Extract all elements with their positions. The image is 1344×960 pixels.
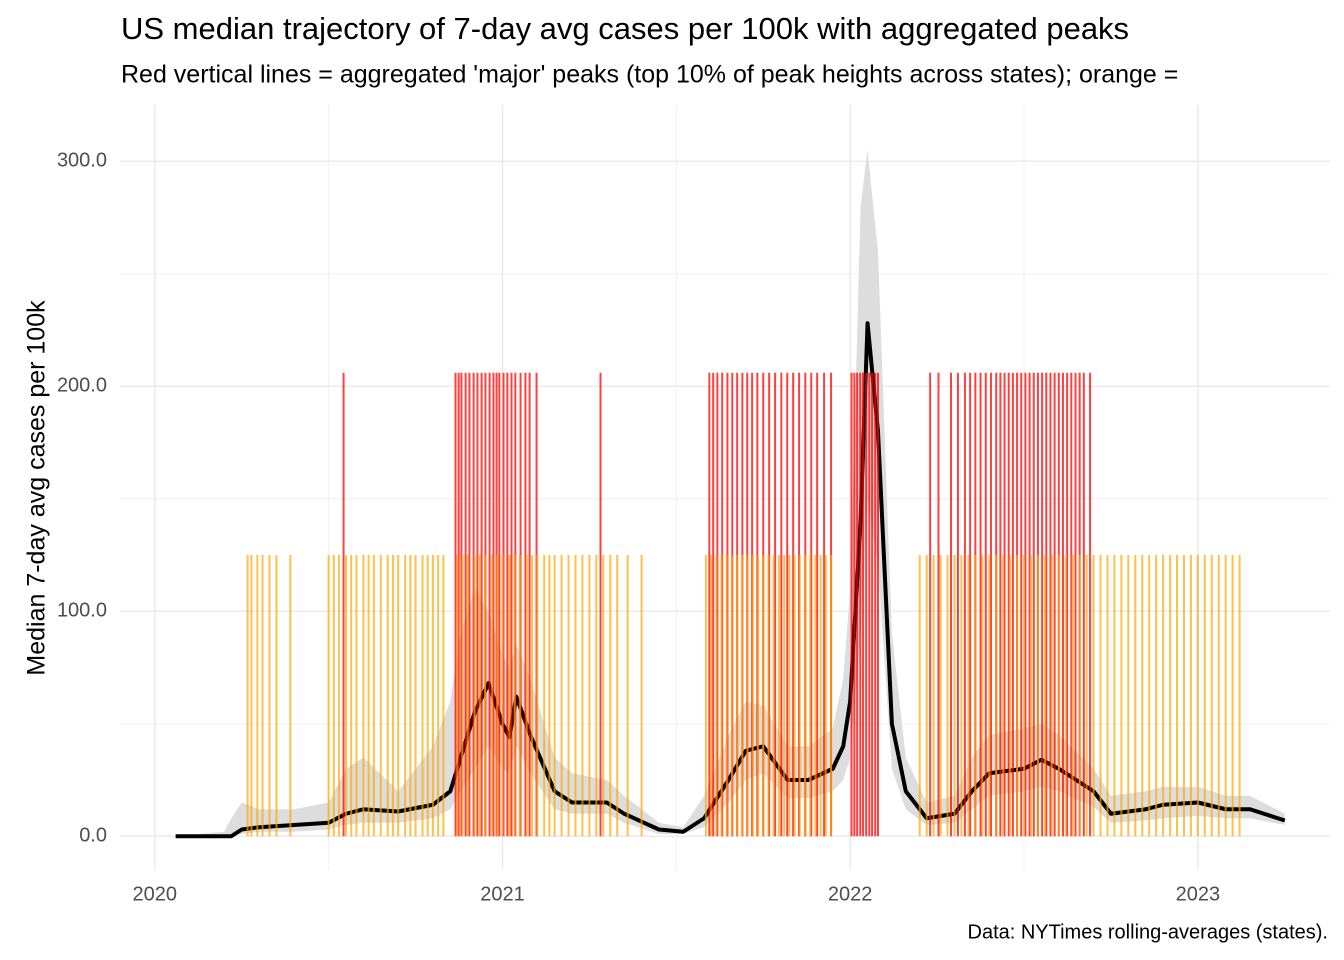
band	[175, 150, 1285, 837]
y-axis-label: Median 7-day avg cases per 100k	[23, 300, 51, 676]
x-tick-label: 2021	[480, 883, 525, 905]
y-tick-label: 200.0	[57, 375, 107, 397]
x-tick-label: 2022	[828, 883, 873, 905]
x-tick-label: 2023	[1176, 883, 1221, 905]
y-tick-label: 100.0	[57, 600, 107, 622]
caption: Data: NYTimes rolling-averages (states).	[968, 921, 1329, 943]
chart-subtitle: Red vertical lines = aggregated 'major' …	[121, 61, 1178, 89]
x-tick-label: 2020	[133, 883, 178, 905]
chart-title: US median trajectory of 7-day avg cases …	[121, 11, 1129, 46]
y-tick-label: 300.0	[57, 150, 107, 172]
y-tick-label: 0.0	[79, 825, 107, 847]
